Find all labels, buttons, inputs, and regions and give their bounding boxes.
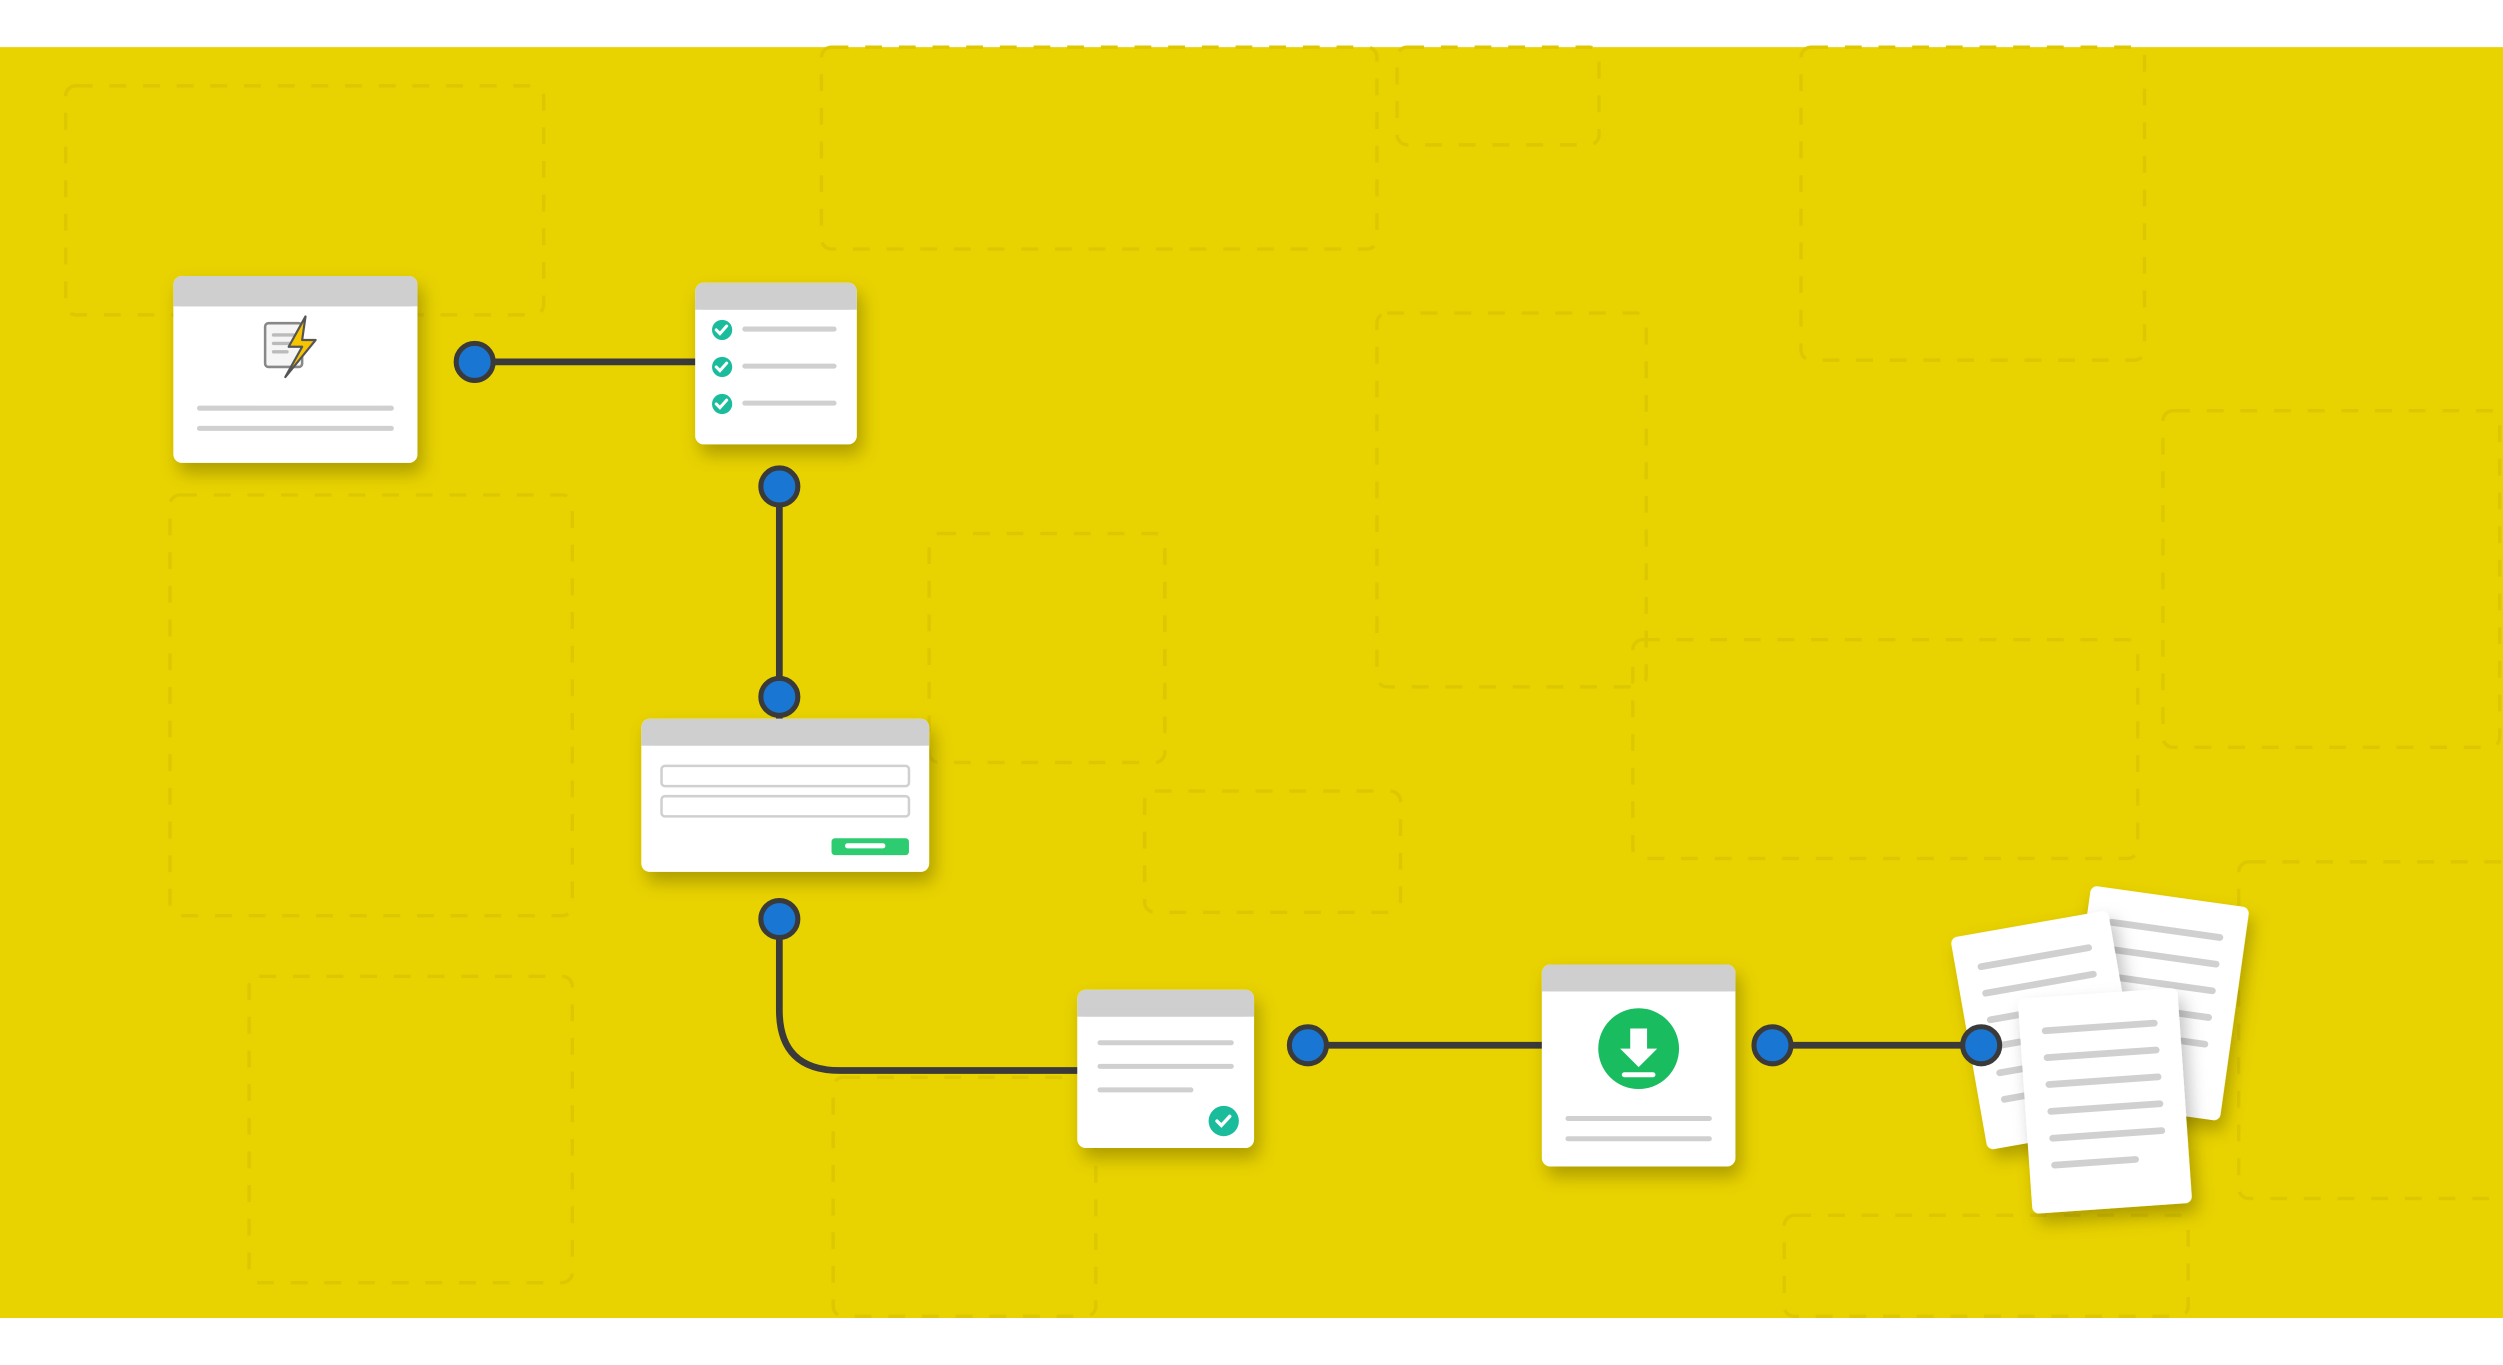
placeholder-line xyxy=(742,364,836,369)
placeholder-line xyxy=(1097,1087,1193,1092)
approval-card[interactable] xyxy=(1077,990,1254,1148)
placeholder-line xyxy=(1097,1064,1233,1069)
trigger-card[interactable] xyxy=(173,276,417,463)
form-input-placeholder xyxy=(662,796,909,816)
form-input-placeholder xyxy=(662,766,909,786)
placeholder-line xyxy=(197,426,394,431)
placeholder-line xyxy=(1565,1116,1711,1121)
placeholder-line xyxy=(742,327,836,332)
top-whitespace xyxy=(0,0,2503,47)
placeholder-line xyxy=(197,406,394,411)
checklist-card[interactable] xyxy=(695,283,857,445)
connection-port[interactable] xyxy=(1289,1027,1326,1064)
connection-port[interactable] xyxy=(761,468,798,505)
form-card[interactable] xyxy=(641,719,929,872)
connection-port[interactable] xyxy=(1963,1027,2000,1064)
workflow-svg xyxy=(0,0,2503,1318)
placeholder-line xyxy=(1565,1136,1711,1141)
placeholder-line xyxy=(742,401,836,406)
document-page xyxy=(2018,988,2193,1214)
placeholder-line xyxy=(1097,1040,1233,1045)
connection-port[interactable] xyxy=(761,678,798,715)
connection-port[interactable] xyxy=(1754,1027,1791,1064)
placeholder-line xyxy=(272,350,289,353)
connection-port[interactable] xyxy=(456,343,493,380)
placeholder-line xyxy=(272,333,296,336)
download-card[interactable] xyxy=(1542,965,1736,1167)
diagram-canvas xyxy=(0,0,2503,1365)
connection-port[interactable] xyxy=(761,901,798,938)
